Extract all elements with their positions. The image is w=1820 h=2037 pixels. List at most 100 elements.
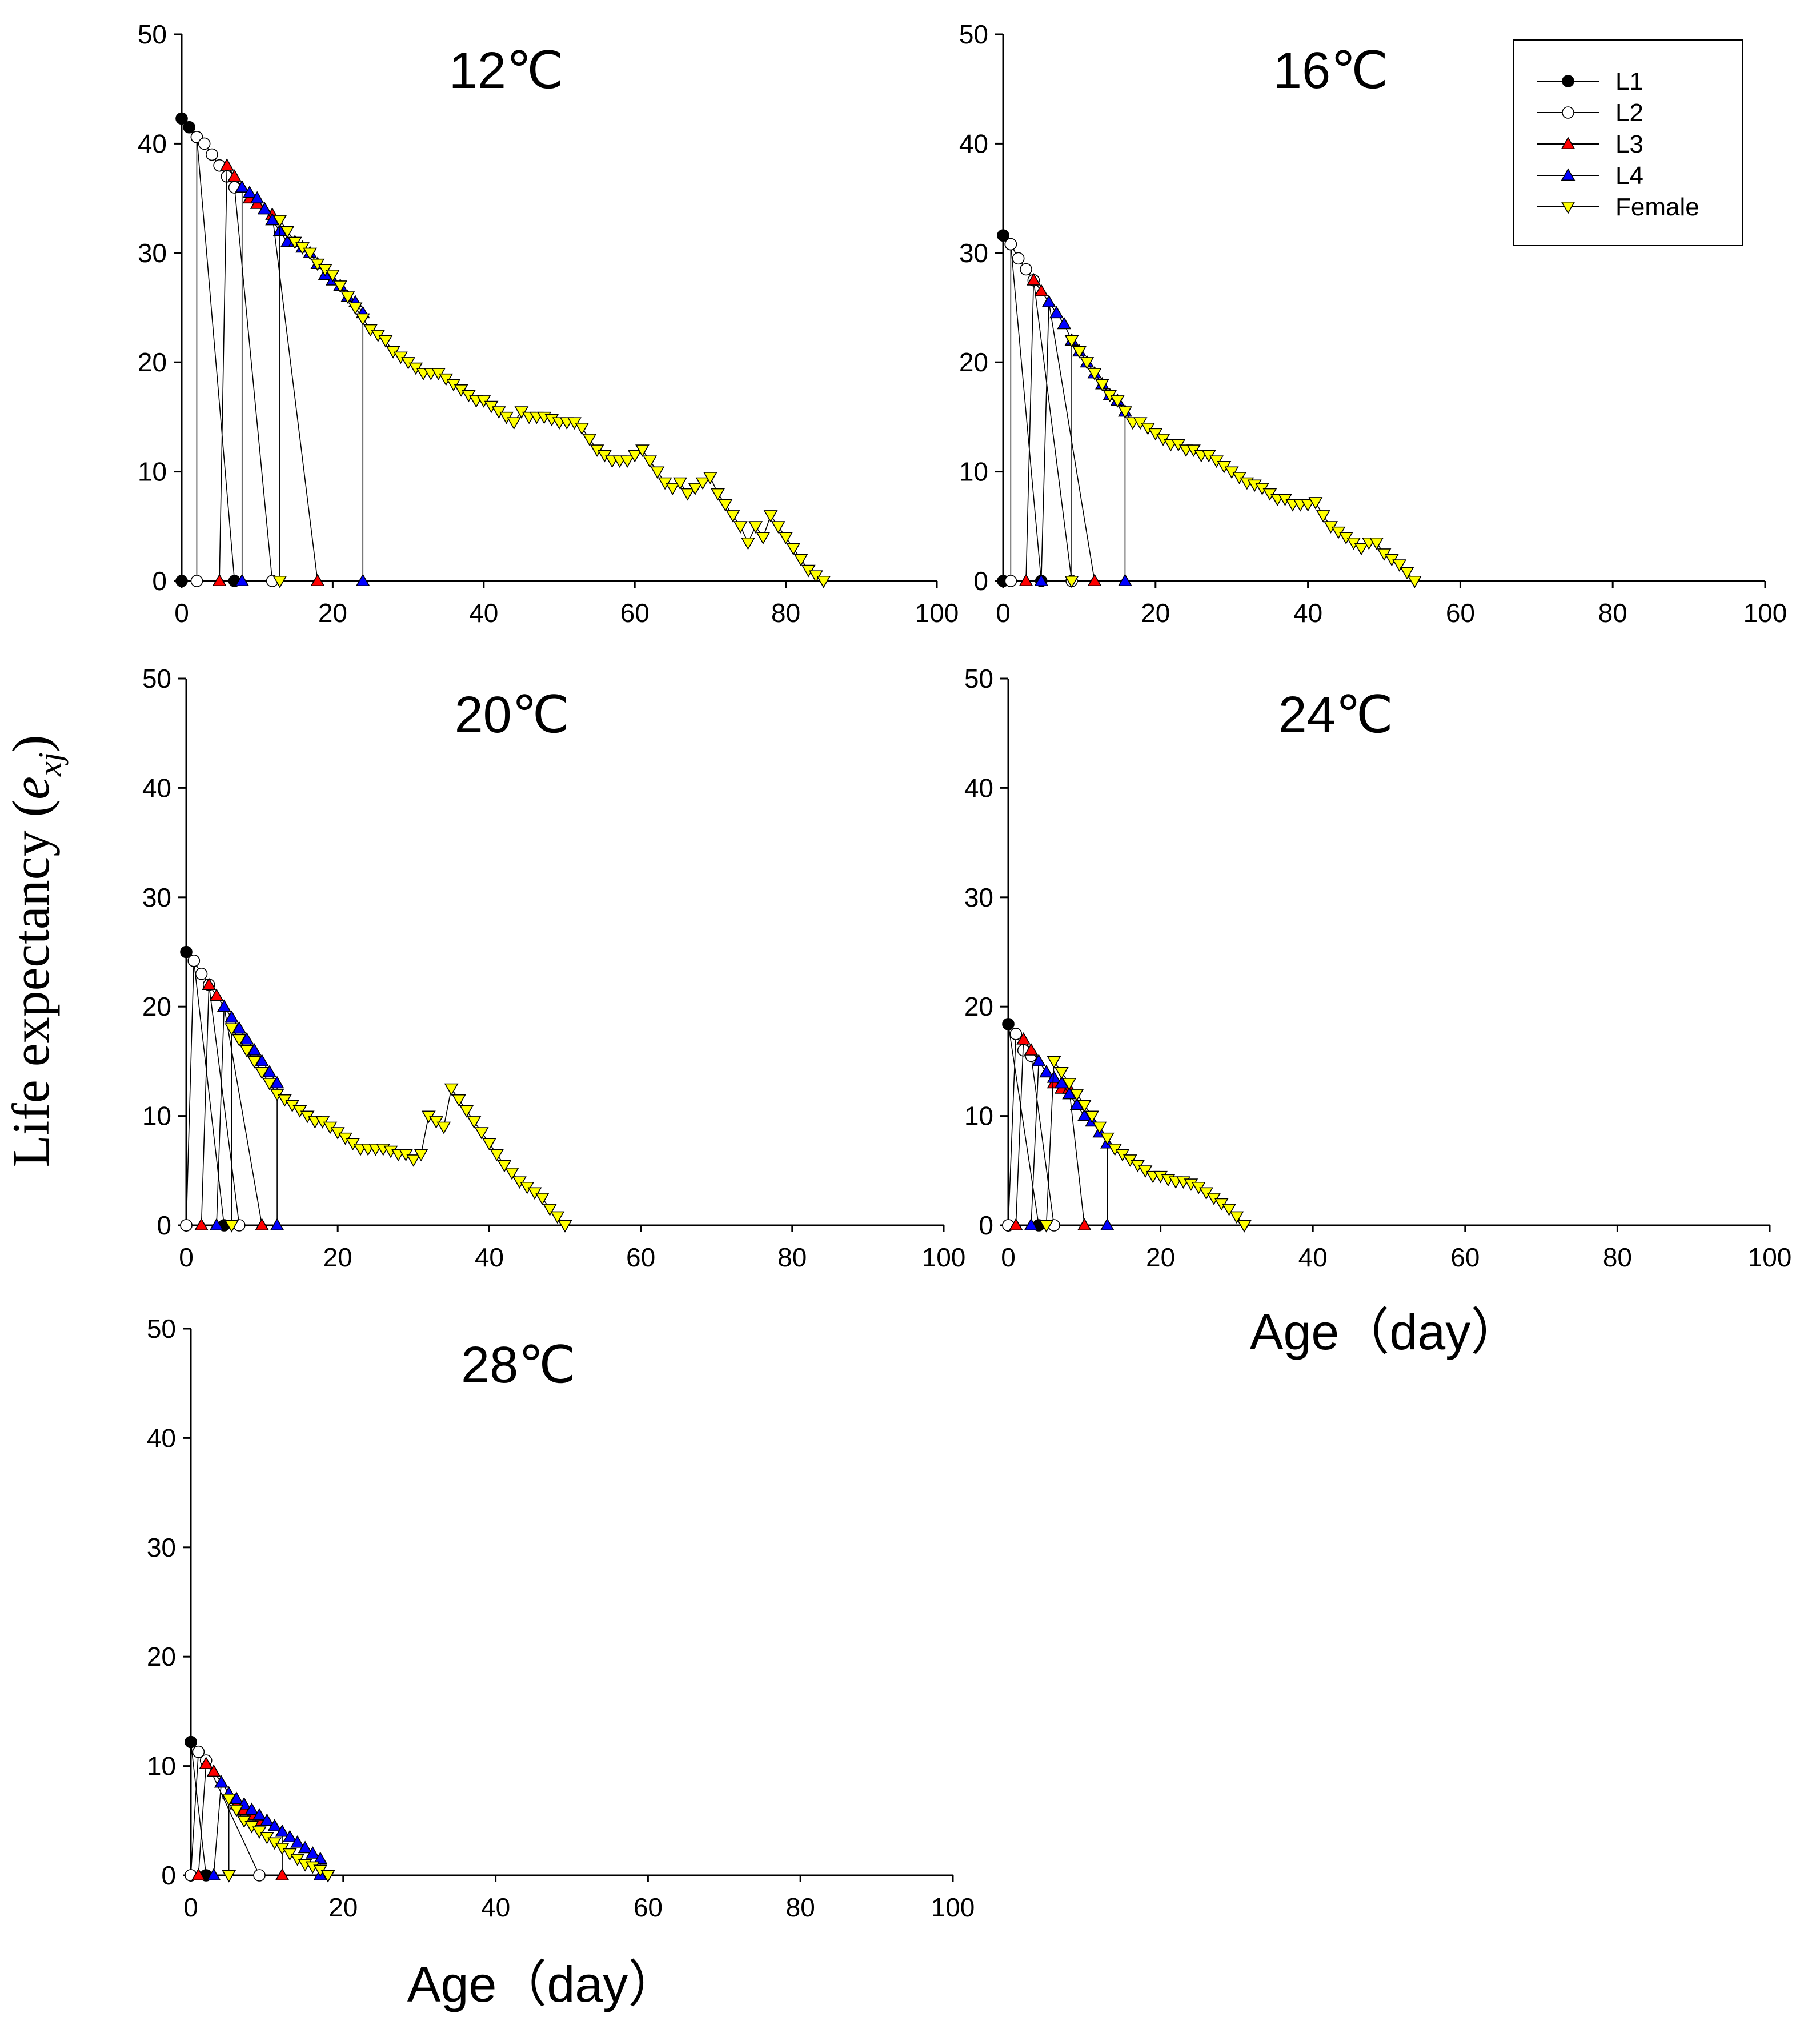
y-tick-label: 30 [138,238,167,268]
data-point [1064,335,1079,348]
data-point [582,434,597,446]
series-l2 [180,955,246,1232]
legend-marker [1561,201,1576,214]
y-tick-label: 30 [142,883,171,912]
data-point [275,1824,290,1837]
panel-1: 0 20 40 60 80 100 0 10 20 30 40 50 12℃ [138,19,959,628]
data-point [793,554,808,567]
data-point [718,499,733,512]
data-point [550,1211,565,1224]
data-point [290,1835,305,1848]
end-point [1237,1220,1252,1233]
end-point [1100,1218,1115,1231]
onset-point [209,1218,224,1231]
data-point [771,521,785,534]
onset-point [1004,575,1017,587]
legend-item-female: Female [1537,193,1699,221]
data-point [333,280,347,293]
data-point [239,1045,254,1058]
data-point [688,483,703,495]
data-point [185,1735,197,1749]
data-point [355,313,370,326]
series-female [272,215,831,588]
data-point [1369,537,1384,550]
data-point [1031,1054,1046,1066]
panel-title: 20℃ [455,687,570,744]
legend-marker [1561,137,1576,150]
data-point [779,532,793,545]
data-point [272,215,287,227]
x-tick-label: 0 [1001,1242,1016,1272]
data-point [1100,1132,1115,1145]
x-tick-label: 100 [915,598,959,628]
y-tick-label: 20 [147,1642,176,1671]
data-point [1087,368,1102,380]
data-point [1118,406,1132,419]
data-point [378,335,393,348]
y-tick-label: 40 [959,129,988,158]
x-tick-label: 60 [626,1242,655,1272]
data-point [206,148,218,161]
x-tick-label: 60 [1450,1242,1480,1272]
x-tick-label: 40 [1293,598,1322,628]
y-tick-label: 0 [157,1210,171,1240]
x-tick-label: 100 [1743,598,1787,628]
data-point [1069,1089,1084,1101]
legend-item-l2: L2 [1537,99,1643,127]
data-point [1072,346,1087,359]
data-point [406,1154,421,1167]
series-line [1003,234,1042,582]
data-point [459,1105,474,1118]
data-point [303,247,318,260]
data-point [258,202,272,215]
data-point [1047,1070,1061,1083]
legend-marker [1562,106,1574,119]
data-point [1316,510,1330,523]
data-point [733,521,748,534]
data-point [1009,1028,1023,1040]
series-female [1039,1056,1252,1233]
panel-2: 0 20 40 60 80 100 0 10 20 30 40 50 16℃ [959,19,1787,628]
data-point [1229,1211,1244,1224]
series-line [1008,1033,1055,1226]
data-point [997,229,1009,242]
data-point [198,137,211,150]
onset-point [194,1218,209,1231]
data-point [1077,1100,1092,1113]
data-point [199,1757,214,1769]
data-point [244,1802,259,1815]
x-tick-label: 80 [777,1242,807,1272]
legend-label: L4 [1615,162,1643,190]
series-l4 [209,999,284,1231]
data-point [1085,1110,1100,1124]
series-l3 [1019,273,1102,587]
data-point [1004,238,1017,251]
y-tick-label: 10 [959,457,988,487]
data-point [474,1127,489,1140]
legend-label: L3 [1615,130,1643,158]
series-l4 [1034,295,1132,587]
end-point [1077,1218,1092,1231]
panel-title: 12℃ [449,42,564,99]
data-point [504,1168,519,1180]
data-point [280,226,295,239]
data-point [242,185,257,198]
data-point [298,1840,312,1854]
data-point [575,422,590,435]
x-tick-label: 20 [323,1242,352,1272]
data-point [1047,1056,1061,1069]
x-tick-label: 100 [922,1242,966,1272]
end-point [1407,575,1422,588]
x-tick-label: 20 [1146,1242,1175,1272]
y-tick-label: 30 [959,238,988,268]
y-tick-label: 50 [142,664,171,693]
x-tick-label: 80 [771,598,800,628]
y-tick-label: 30 [964,883,993,912]
onset-point [1034,574,1049,587]
data-point [348,302,363,315]
onset-point [272,575,287,588]
panel-title: 24℃ [1278,687,1393,744]
data-point [1020,263,1032,276]
x-tick-label: 40 [475,1242,504,1272]
